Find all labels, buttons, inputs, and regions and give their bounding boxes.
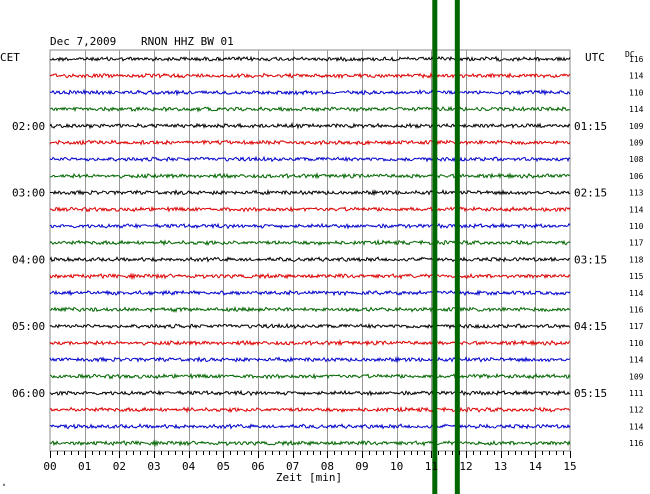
x-tick-label: 06 xyxy=(251,460,264,473)
x-axis-label: Zeit [min] xyxy=(276,471,342,484)
trace-labels: 02:00 03:00 04:00 05:00 06:00 01:15 02:15 03:15… xyxy=(12,55,644,448)
x-tick-label: 11 xyxy=(425,460,438,473)
dc-offset-label: 109 xyxy=(629,372,644,381)
dc-offset-label: 116 xyxy=(629,306,644,315)
x-tick-label: 15 xyxy=(563,460,576,473)
dc-offset-label: 117 xyxy=(629,322,644,331)
seismic-trace xyxy=(49,155,571,163)
dc-offset-label: 116 xyxy=(629,55,644,64)
right-hour-label: 04:15 xyxy=(574,320,607,333)
seismic-trace xyxy=(49,188,571,197)
x-axis: 00 01 02 03 04 05 06 07 08 09 10 11 12 13 14 15 xyxy=(43,451,577,473)
x-tick-label: 05 xyxy=(217,460,230,473)
dc-offset-label: 114 xyxy=(629,72,644,81)
seismic-trace xyxy=(49,222,571,230)
left-hour-label: 03:00 xyxy=(12,187,45,200)
dc-label: DC xyxy=(625,50,635,59)
seismic-trace xyxy=(49,272,571,281)
x-tick-label: 03 xyxy=(147,460,160,473)
seismic-trace xyxy=(49,72,571,80)
dc-offset-label: 114 xyxy=(629,356,644,365)
x-tick-label: 02 xyxy=(113,460,126,473)
x-tick-label: 07 xyxy=(286,460,299,473)
grid xyxy=(49,49,571,452)
left-timezone-label: CET xyxy=(0,51,20,64)
seismic-trace xyxy=(49,238,571,247)
x-tick-label: 13 xyxy=(494,460,507,473)
dc-offset-label: 111 xyxy=(629,389,644,398)
x-tick-label: 10 xyxy=(390,460,403,473)
seismic-trace xyxy=(49,139,571,146)
seismic-trace xyxy=(49,205,571,213)
dc-offset-label: 110 xyxy=(629,222,644,231)
x-tick-label: 14 xyxy=(529,460,543,473)
x-tick-label: 00 xyxy=(43,460,56,473)
seismic-trace xyxy=(49,105,571,113)
seismic-trace xyxy=(49,338,571,347)
seismic-trace xyxy=(49,88,571,97)
dc-offset-label: 114 xyxy=(629,422,644,431)
left-hour-label: 04:00 xyxy=(12,253,45,266)
event-markers xyxy=(432,0,460,494)
seismic-trace xyxy=(49,55,571,63)
right-hour-label: 03:15 xyxy=(574,253,607,266)
dc-offset-label: 110 xyxy=(629,339,644,348)
seismic-trace xyxy=(49,256,571,263)
dc-offset-label: 118 xyxy=(629,255,644,264)
plot-frame xyxy=(49,49,571,452)
corner-mark: ∘ xyxy=(2,481,6,489)
x-tick-label: 04 xyxy=(182,460,196,473)
right-hour-label: 05:15 xyxy=(574,387,607,400)
x-tick-label: 09 xyxy=(355,460,368,473)
x-tick-label: 01 xyxy=(78,460,91,473)
station-label: RNON HHZ BW 01 xyxy=(141,35,234,48)
seismic-trace xyxy=(49,305,571,313)
seismic-trace xyxy=(49,355,571,364)
seismic-trace xyxy=(49,289,571,297)
dc-offset-label: 115 xyxy=(629,272,644,281)
seismic-trace xyxy=(49,439,571,448)
dc-offset-label: 109 xyxy=(629,122,644,131)
dc-offset-label: 113 xyxy=(629,189,644,198)
seismic-trace xyxy=(49,171,571,180)
x-tick-label: 08 xyxy=(321,460,334,473)
right-hour-label: 02:15 xyxy=(574,187,607,200)
seismic-trace xyxy=(49,322,571,330)
dc-offset-label: 114 xyxy=(629,289,644,298)
left-hour-label: 02:00 xyxy=(12,120,45,133)
seismic-trace xyxy=(49,389,571,397)
date-label: Dec 7,2009 xyxy=(50,35,116,48)
dc-offset-label: 106 xyxy=(629,172,644,181)
dc-offset-label: 114 xyxy=(629,205,644,214)
seismic-trace xyxy=(49,121,571,130)
dc-offset-label: 109 xyxy=(629,139,644,148)
seismic-trace xyxy=(49,405,571,414)
dc-offset-label: 112 xyxy=(629,406,644,415)
dc-offset-label: 110 xyxy=(629,88,644,97)
traces xyxy=(49,55,571,448)
seismic-trace xyxy=(49,423,571,430)
dc-offset-label: 108 xyxy=(629,155,644,164)
right-hour-label: 01:15 xyxy=(574,120,607,133)
x-tick-label: 12 xyxy=(459,460,472,473)
right-timezone-label: UTC xyxy=(585,51,605,64)
left-hour-label: 06:00 xyxy=(12,387,45,400)
dc-offset-label: 116 xyxy=(629,439,644,448)
left-hour-label: 05:00 xyxy=(12,320,45,333)
dc-offset-label: 117 xyxy=(629,239,644,248)
dc-offset-label: 114 xyxy=(629,105,644,114)
seismic-trace xyxy=(49,372,571,380)
